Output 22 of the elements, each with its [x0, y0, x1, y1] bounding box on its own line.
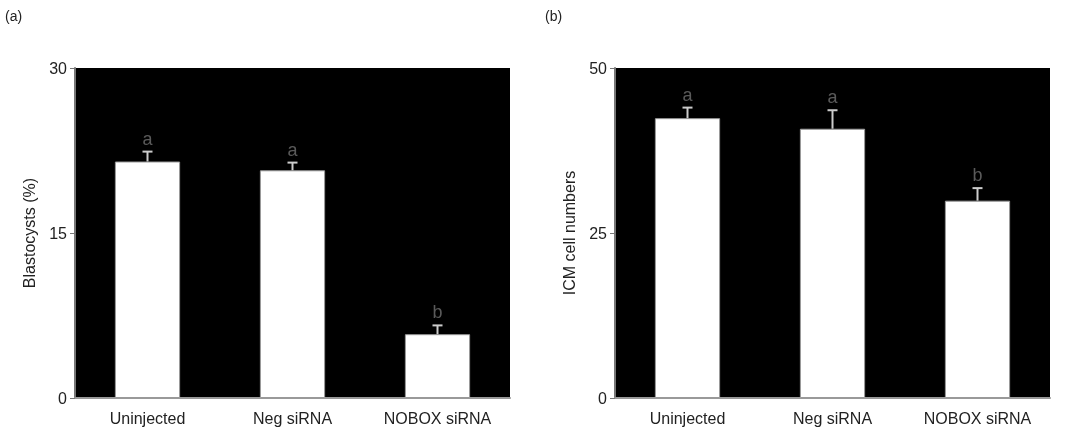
y-tick-label: 15: [49, 224, 68, 242]
annotation: a: [287, 139, 299, 160]
x-tick-label: Neg siRNA: [252, 409, 333, 427]
y-axis-title: Blastocysts (%): [20, 177, 38, 289]
annotation: a: [142, 128, 154, 149]
y-tick-label: 0: [58, 389, 68, 407]
y-tick-label: 30: [49, 59, 68, 77]
x-tick-label: Uninjected: [109, 409, 186, 427]
x-tick-label: NOBOX siRNA: [383, 409, 492, 427]
annotation: a: [827, 87, 839, 108]
y-axis-title: ICM cell numbers: [560, 170, 578, 296]
y-tick-label: 50: [589, 59, 608, 77]
y-tick-label: 0: [598, 389, 608, 407]
annotation: b: [972, 165, 983, 186]
chart-title: (b): [545, 8, 563, 24]
chart-title: (a): [5, 8, 23, 24]
annotation: b: [432, 302, 443, 323]
x-tick-label: Neg siRNA: [792, 409, 873, 427]
x-tick-label: NOBOX siRNA: [923, 409, 1032, 427]
annotation: a: [682, 84, 694, 105]
y-tick-label: 25: [589, 224, 608, 242]
x-tick-label: Uninjected: [649, 409, 726, 427]
